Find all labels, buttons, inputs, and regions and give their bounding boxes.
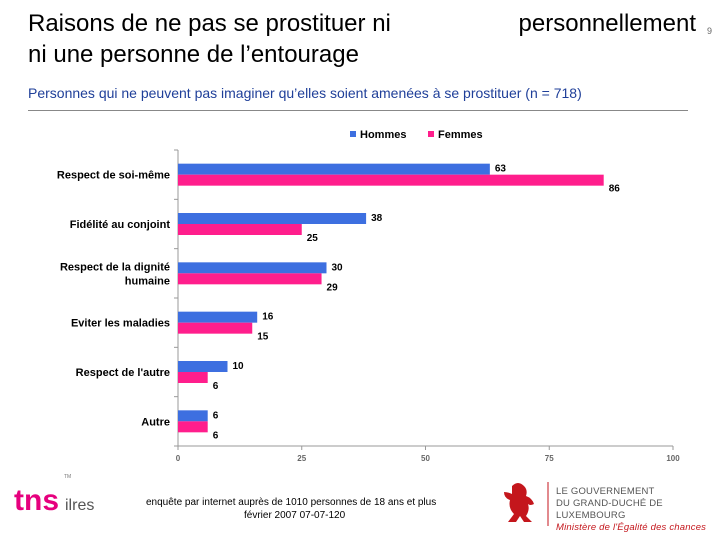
title-line-1a: Raisons de ne pas se prostituer ni — [28, 10, 391, 37]
data-label: 6 — [213, 410, 219, 421]
data-label: 6 — [213, 381, 219, 392]
tns-logo-text: tns — [14, 484, 59, 517]
x-tick-label: 100 — [666, 454, 680, 463]
survey-note-line-2: février 2007 07-07-120 — [244, 510, 346, 521]
category-label: Respect de soi-même — [57, 170, 170, 182]
category-label: humaine — [125, 275, 170, 287]
data-label: 15 — [257, 332, 269, 343]
legend-swatch-1 — [428, 131, 434, 137]
x-tick-label: 75 — [545, 454, 554, 463]
data-label: 30 — [332, 262, 344, 273]
legend-swatch-0 — [350, 131, 356, 137]
page-number: 9 — [707, 26, 713, 36]
gov-line-1: LE GOUVERNEMENT — [556, 486, 655, 497]
bar-hommes — [178, 262, 327, 274]
category-label: Autre — [141, 416, 170, 428]
x-tick-label: 25 — [297, 454, 306, 463]
survey-note: enquête par internet auprès de 1010 pers… — [146, 496, 466, 522]
data-label: 16 — [262, 312, 274, 323]
header-divider — [28, 110, 688, 111]
data-label: 86 — [609, 184, 621, 195]
title-line-1b: personnellement — [518, 10, 696, 37]
tns-logo-suffix: ilres — [65, 497, 94, 514]
x-tick-label: 50 — [421, 454, 430, 463]
bar-femmes — [178, 174, 604, 186]
tns-ilres-logo: tns ilres TM — [12, 472, 112, 537]
bar-hommes — [178, 361, 228, 372]
bar-femmes — [178, 224, 302, 235]
bar-hommes — [178, 410, 208, 422]
category-label: Respect de la dignité — [60, 261, 170, 273]
bar-femmes — [178, 273, 322, 285]
slide-title: Raisons de ne pas se prostituer ni perso… — [28, 8, 708, 70]
data-label: 10 — [233, 361, 245, 372]
category-label: Eviter les maladies — [71, 318, 170, 330]
category-label: Fidélité au conjoint — [70, 219, 171, 231]
chart-subtitle: Personnes qui ne peuvent pas imaginer qu… — [28, 85, 582, 101]
bar-femmes — [178, 372, 208, 383]
legend-label-1: Femmes — [438, 129, 483, 141]
data-label: 29 — [327, 282, 339, 293]
bar-femmes — [178, 421, 208, 433]
bar-femmes — [178, 322, 253, 334]
gov-line-3: Ministère de l'Égalité des chances — [556, 522, 707, 533]
category-label: Respect de l'autre — [76, 367, 170, 379]
bar-hommes — [178, 163, 490, 175]
data-label: 6 — [213, 430, 219, 441]
red-lion-icon — [498, 478, 552, 535]
x-tick-label: 0 — [176, 454, 181, 463]
data-label: 38 — [371, 213, 383, 224]
survey-note-line-1: enquête par internet auprès de 1010 pers… — [146, 497, 437, 508]
government-logo-text: LE GOUVERNEMENT DU GRAND-DUCHÉ DE LUXEMB… — [556, 486, 720, 534]
bar-hommes — [178, 213, 367, 224]
gov-line-2: DU GRAND-DUCHÉ DE LUXEMBOURG — [556, 498, 663, 521]
bar-hommes — [178, 311, 258, 323]
legend-label-0: Hommes — [360, 129, 406, 141]
title-line-2: ni une personne de l’entourage — [28, 41, 359, 68]
tns-tm: TM — [64, 474, 71, 480]
data-label: 63 — [495, 164, 507, 175]
data-label: 25 — [307, 233, 319, 244]
